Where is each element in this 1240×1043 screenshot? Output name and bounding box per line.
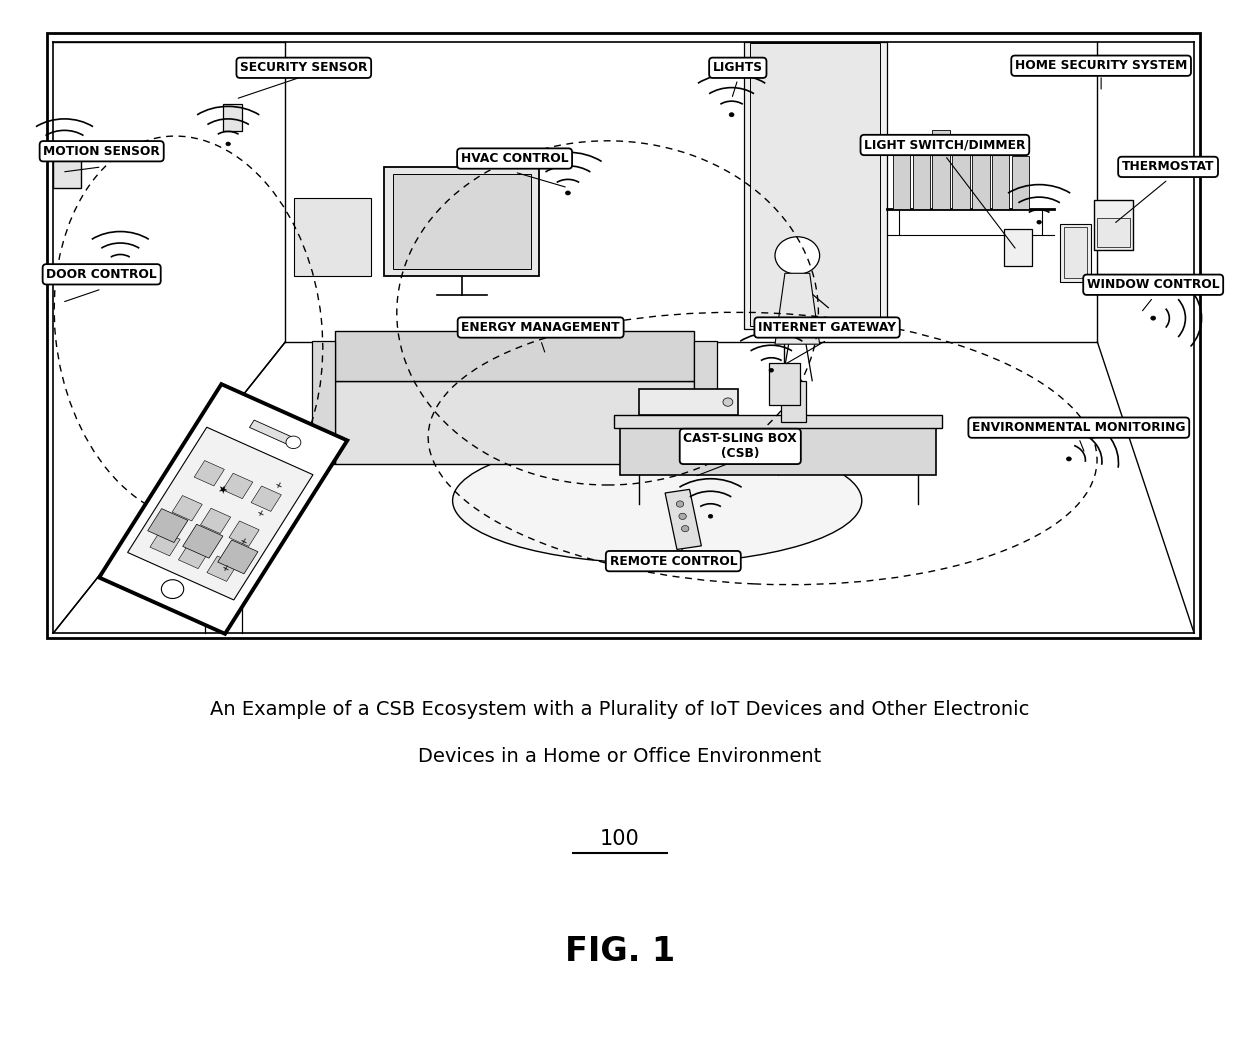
Text: WINDOW CONTROL: WINDOW CONTROL — [1087, 278, 1219, 291]
Text: FIG. 1: FIG. 1 — [565, 935, 675, 968]
Bar — [972, 136, 990, 209]
Circle shape — [286, 436, 301, 448]
Text: ★: ★ — [215, 484, 228, 498]
Bar — [223, 104, 242, 131]
Bar — [913, 151, 930, 209]
Bar — [744, 42, 887, 329]
Text: An Example of a CSB Ecosystem with a Plurality of IoT Devices and Other Electron: An Example of a CSB Ecosystem with a Plu… — [211, 700, 1029, 719]
Bar — [1004, 229, 1032, 266]
Bar — [335, 381, 694, 464]
Bar — [639, 389, 738, 415]
Text: LIGHT SWITCH/DIMMER: LIGHT SWITCH/DIMMER — [864, 139, 1025, 151]
Polygon shape — [229, 522, 259, 547]
Bar — [393, 174, 531, 269]
Circle shape — [62, 151, 67, 155]
Circle shape — [708, 514, 713, 518]
Circle shape — [676, 501, 683, 507]
Circle shape — [678, 513, 686, 519]
Bar — [781, 381, 806, 422]
Polygon shape — [150, 531, 180, 556]
Polygon shape — [195, 461, 224, 486]
Bar — [694, 341, 717, 464]
Text: DOOR CONTROL: DOOR CONTROL — [46, 268, 157, 281]
Bar — [614, 415, 942, 428]
Polygon shape — [249, 420, 294, 445]
Circle shape — [1151, 316, 1156, 320]
Text: +: + — [237, 535, 248, 547]
Text: Devices in a Home or Office Environment: Devices in a Home or Office Environment — [418, 747, 822, 766]
Polygon shape — [172, 495, 202, 520]
Text: +: + — [254, 508, 265, 519]
Polygon shape — [148, 509, 188, 542]
Text: HVAC CONTROL: HVAC CONTROL — [461, 152, 568, 165]
Polygon shape — [128, 428, 312, 600]
Bar — [769, 363, 800, 405]
Circle shape — [118, 264, 123, 268]
Polygon shape — [182, 525, 223, 558]
Bar — [384, 167, 539, 276]
Polygon shape — [99, 384, 347, 634]
Polygon shape — [179, 543, 208, 568]
Text: +: + — [272, 480, 283, 491]
Text: MOTION SENSOR: MOTION SENSOR — [43, 145, 160, 157]
Text: 100: 100 — [600, 829, 640, 849]
Bar — [992, 141, 1009, 209]
Bar — [1064, 227, 1087, 278]
Bar — [1060, 224, 1091, 282]
Polygon shape — [201, 508, 231, 534]
Circle shape — [565, 191, 570, 195]
Circle shape — [769, 368, 774, 372]
Text: ENVIRONMENTAL MONITORING: ENVIRONMENTAL MONITORING — [972, 421, 1185, 434]
Polygon shape — [775, 273, 820, 344]
Circle shape — [682, 526, 689, 532]
Bar — [1094, 200, 1133, 250]
Circle shape — [723, 397, 733, 406]
Polygon shape — [207, 556, 237, 581]
Bar — [620, 428, 936, 475]
Bar — [750, 43, 880, 326]
Polygon shape — [223, 474, 253, 499]
Circle shape — [226, 142, 231, 146]
Ellipse shape — [453, 438, 862, 563]
Text: THERMOSTAT: THERMOSTAT — [1122, 161, 1214, 173]
Polygon shape — [252, 486, 281, 511]
Circle shape — [1066, 457, 1071, 461]
FancyBboxPatch shape — [47, 33, 1200, 638]
Text: LIGHTS: LIGHTS — [713, 62, 763, 74]
Bar — [1097, 218, 1130, 247]
Bar — [312, 341, 335, 464]
Polygon shape — [665, 489, 702, 550]
Text: CAST-SLING BOX
(CSB): CAST-SLING BOX (CSB) — [683, 433, 797, 460]
Text: +: + — [219, 563, 231, 575]
Text: ENERGY MANAGEMENT: ENERGY MANAGEMENT — [461, 321, 620, 334]
Bar — [1012, 156, 1029, 209]
Circle shape — [161, 580, 184, 599]
Bar — [294, 198, 371, 276]
Text: INTERNET GATEWAY: INTERNET GATEWAY — [758, 321, 897, 334]
Circle shape — [775, 237, 820, 274]
Text: SECURITY SENSOR: SECURITY SENSOR — [241, 62, 367, 74]
Bar — [932, 130, 950, 209]
Bar — [53, 154, 81, 188]
Text: HOME SECURITY SYSTEM: HOME SECURITY SYSTEM — [1014, 59, 1188, 72]
Bar — [952, 146, 970, 209]
Circle shape — [729, 113, 734, 117]
Polygon shape — [218, 540, 258, 574]
Circle shape — [1037, 220, 1042, 224]
Text: REMOTE CONTROL: REMOTE CONTROL — [610, 555, 737, 567]
Bar — [335, 331, 694, 381]
Bar — [893, 141, 910, 209]
